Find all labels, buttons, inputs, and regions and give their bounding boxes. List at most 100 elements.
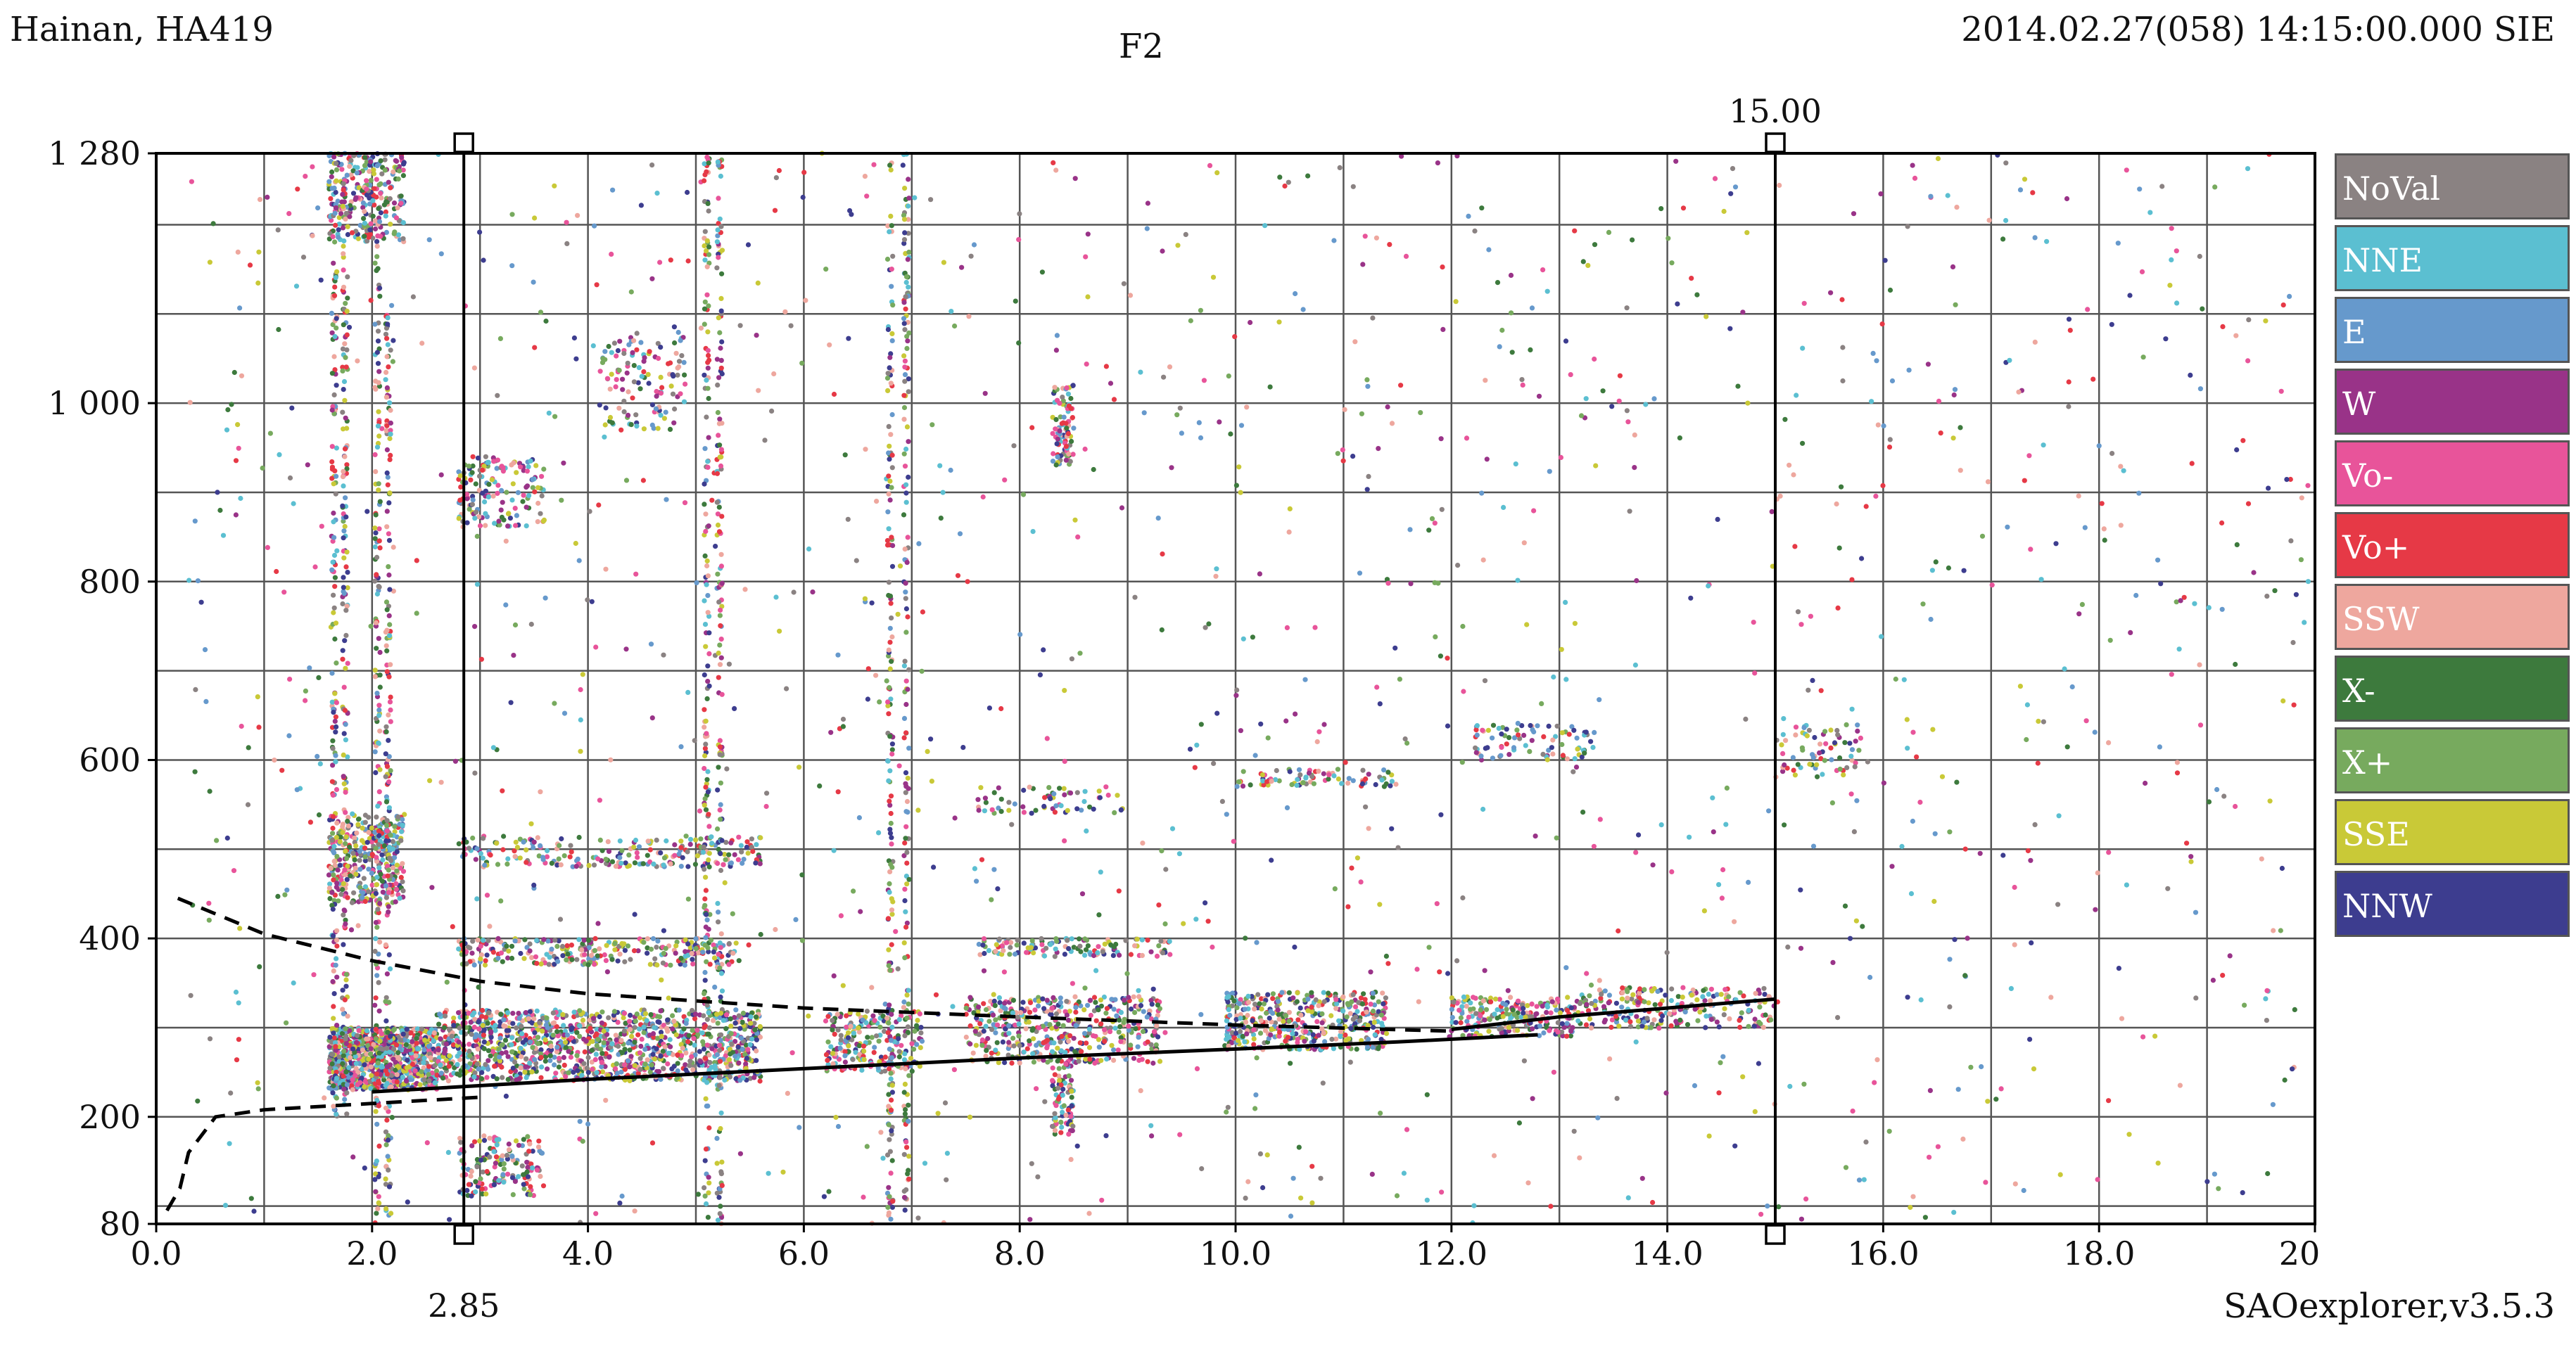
echo-point — [510, 1192, 516, 1197]
echo-point — [1066, 1038, 1072, 1044]
echo-point — [1021, 1049, 1027, 1055]
echo-point — [364, 186, 369, 192]
echo-point — [524, 1075, 529, 1080]
echo-point — [649, 1062, 654, 1068]
echo-point — [748, 1021, 754, 1026]
echo-point — [364, 192, 370, 198]
echo-point — [354, 170, 360, 176]
echo-point — [602, 952, 607, 958]
echo-point — [394, 1079, 400, 1085]
echo-point — [1623, 1017, 1629, 1023]
echo-point — [534, 1167, 540, 1173]
echo-point — [1310, 1032, 1316, 1038]
echo-point — [617, 951, 623, 957]
echo-point — [456, 1010, 462, 1016]
echo-point — [703, 1056, 709, 1061]
echo-point — [478, 956, 483, 962]
echo-point — [488, 1053, 493, 1059]
echo-point — [1114, 1013, 1119, 1019]
echo-point — [557, 1056, 562, 1061]
echo-point — [554, 1049, 560, 1054]
echo-point — [665, 1061, 671, 1067]
echo-point — [1752, 1016, 1758, 1022]
echo-point — [709, 1046, 715, 1052]
echo-point — [1041, 1006, 1047, 1011]
echo-point — [368, 159, 374, 165]
echo-point — [1309, 990, 1314, 995]
echo-point — [477, 1138, 483, 1144]
echo-point — [350, 811, 355, 817]
echo-point — [872, 1018, 877, 1023]
echo-point — [656, 1068, 662, 1074]
echo-point — [735, 1044, 741, 1050]
echo-point — [972, 1028, 978, 1034]
echo-point — [350, 1087, 355, 1092]
echo-point — [379, 1063, 385, 1068]
echo-point — [1680, 995, 1685, 1000]
echo-point — [1251, 1027, 1257, 1033]
echo-point — [1682, 1009, 1688, 1015]
echo-point — [524, 1056, 529, 1061]
echo-point — [685, 849, 690, 855]
echo-point — [526, 464, 531, 470]
echo-point — [1109, 1042, 1115, 1048]
echo-point — [353, 872, 359, 877]
echo-point — [1564, 1021, 1570, 1026]
echo-point — [1093, 1018, 1099, 1023]
echo-point — [1157, 1059, 1163, 1064]
echo-point — [618, 860, 624, 866]
echo-point — [726, 852, 732, 857]
echo-point — [523, 1010, 529, 1016]
echo-point — [394, 868, 400, 874]
echo-point — [1601, 1004, 1607, 1009]
echo-point — [369, 825, 374, 831]
echo-point — [530, 485, 535, 490]
echo-point — [599, 1064, 604, 1070]
echo-point — [466, 1182, 472, 1187]
echo-point — [500, 1172, 506, 1177]
echo-point — [728, 1016, 733, 1022]
echo-point — [1085, 1002, 1091, 1008]
echo-point — [1088, 1012, 1093, 1019]
echo-point — [362, 845, 368, 851]
echo-point — [481, 1137, 488, 1143]
echo-point — [595, 1037, 601, 1042]
echo-point — [440, 1075, 446, 1081]
echo-point — [353, 1061, 359, 1066]
echo-point — [647, 1069, 653, 1075]
echo-point — [437, 1011, 443, 1017]
echo-point — [514, 513, 520, 518]
echo-point — [629, 1033, 635, 1039]
echo-point — [678, 845, 684, 850]
echo-point — [1350, 992, 1356, 997]
echo-point — [349, 1083, 355, 1089]
echo-point — [569, 957, 575, 962]
echo-point — [395, 232, 402, 238]
echo-point — [1313, 997, 1319, 1003]
echo-point — [1634, 1014, 1639, 1019]
echo-point — [825, 1014, 831, 1019]
echo-point — [387, 196, 393, 202]
echo-point — [501, 1017, 507, 1023]
echo-point — [393, 886, 400, 892]
echo-point — [362, 1062, 367, 1068]
echo-point — [856, 1025, 861, 1030]
echo-point — [457, 473, 463, 479]
echo-point — [1648, 1025, 1654, 1030]
echo-point — [494, 1137, 500, 1143]
echo-point — [733, 940, 739, 946]
echo-point — [650, 1052, 656, 1057]
echo-point — [642, 1047, 648, 1052]
echo-point — [400, 1031, 406, 1037]
echo-point — [519, 1023, 524, 1029]
echo-point — [470, 497, 476, 503]
echo-point — [1534, 1004, 1540, 1009]
echo-point — [1768, 1017, 1774, 1023]
echo-point — [493, 1154, 500, 1160]
echo-point — [368, 1064, 374, 1070]
echo-point — [594, 1043, 599, 1049]
echo-point — [574, 1030, 580, 1035]
echo-points — [186, 151, 2311, 1227]
echo-point — [708, 938, 714, 943]
echo-point — [582, 1049, 588, 1055]
